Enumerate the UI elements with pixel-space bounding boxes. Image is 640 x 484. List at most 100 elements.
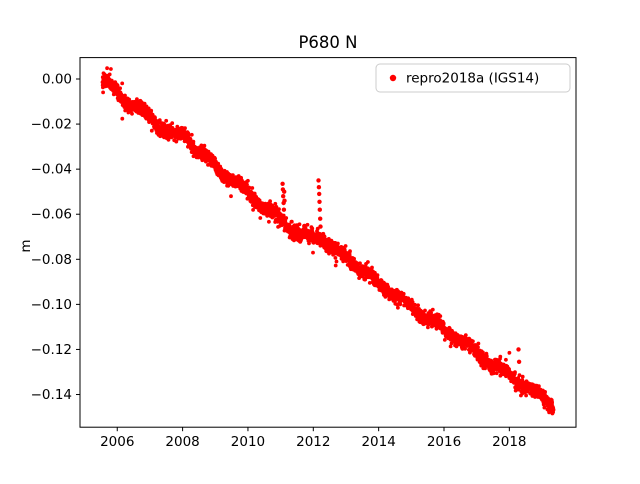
outlier-point	[282, 198, 287, 203]
data-point	[297, 222, 302, 227]
data-point	[273, 201, 278, 206]
data-point	[416, 303, 420, 308]
x-tick-label: 2012	[296, 434, 330, 450]
data-point	[174, 139, 179, 144]
data-point	[186, 133, 191, 138]
data-point	[115, 83, 120, 88]
outlier-point	[316, 178, 321, 183]
data-point	[551, 408, 556, 412]
data-point	[191, 139, 196, 144]
data-point	[322, 234, 327, 239]
data-point	[367, 281, 372, 285]
data-point	[118, 86, 122, 91]
outlier-point	[317, 199, 322, 204]
data-point	[484, 354, 489, 358]
data-point	[274, 205, 279, 209]
legend-box	[375, 63, 571, 93]
data-point	[429, 310, 433, 315]
data-point	[343, 244, 348, 248]
legend-label: repro2018a (IGS14)	[406, 71, 539, 87]
outlier-point	[316, 185, 322, 190]
data-point	[258, 216, 263, 220]
data-point	[213, 156, 218, 161]
data-point	[336, 241, 340, 246]
data-point	[310, 226, 315, 231]
data-point	[334, 259, 339, 264]
outlier-point	[281, 194, 286, 199]
data-point	[247, 185, 252, 190]
data-point	[289, 219, 294, 224]
data-point	[348, 249, 352, 254]
data-point	[438, 314, 443, 318]
data-point	[423, 308, 427, 313]
data-point	[481, 350, 485, 355]
data-point	[101, 90, 105, 95]
data-point	[333, 256, 338, 260]
chart-title: P680 N	[298, 33, 357, 52]
outlier-point	[280, 181, 285, 186]
data-point	[267, 219, 271, 224]
data-point	[398, 302, 403, 307]
y-tick-label: −0.10	[31, 297, 72, 313]
data-point	[517, 373, 522, 378]
data-point	[183, 126, 187, 131]
legend: repro2018a (IGS14)	[375, 63, 571, 93]
data-point	[105, 66, 109, 71]
data-point	[120, 116, 125, 121]
data-point	[188, 137, 193, 142]
data-point	[358, 261, 362, 266]
data-point	[442, 338, 447, 342]
x-tick-label: 2008	[165, 434, 199, 450]
data-point	[543, 390, 547, 394]
data-point	[216, 161, 221, 166]
data-point	[463, 333, 468, 338]
outlier-point	[317, 207, 322, 212]
data-point	[410, 300, 415, 304]
data-point	[284, 216, 289, 220]
data-point	[524, 393, 528, 398]
data-point	[513, 370, 517, 375]
data-point	[311, 250, 315, 255]
outlier-point	[282, 189, 287, 194]
x-tick-label: 2018	[492, 434, 526, 450]
data-point	[483, 366, 487, 371]
data-point	[494, 371, 499, 376]
data-point	[149, 128, 154, 133]
data-point	[476, 345, 480, 349]
data-point	[277, 207, 281, 212]
data-point	[366, 260, 370, 264]
outlier-point	[516, 359, 522, 364]
data-point	[142, 101, 147, 106]
data-point	[245, 182, 249, 187]
data-point	[550, 400, 554, 405]
data-point	[441, 321, 446, 326]
data-point	[498, 354, 503, 359]
data-point	[542, 405, 547, 410]
y-tick-label: −0.08	[31, 252, 72, 268]
data-point	[107, 72, 112, 77]
data-point	[507, 350, 512, 355]
x-tick-label: 2006	[100, 434, 134, 450]
data-point	[413, 302, 417, 307]
outlier-point	[281, 207, 287, 212]
y-tick-label: −0.14	[31, 387, 72, 403]
data-point	[130, 111, 134, 116]
x-tick-label: 2016	[427, 434, 461, 450]
y-tick-label: 0.00	[42, 72, 72, 88]
axes-ticks-layer: 2006 2008 2010 2012 2014 2016 2018 0.00 −0.02 −0.…	[31, 72, 527, 451]
data-point	[170, 121, 175, 126]
outlier-point	[317, 191, 322, 197]
data-point	[149, 108, 154, 113]
scatter-points-layer	[100, 66, 556, 416]
data-point	[352, 256, 356, 261]
y-tick-label: −0.02	[31, 117, 72, 133]
outlier-point	[516, 347, 521, 352]
data-point	[520, 374, 525, 379]
data-point	[476, 341, 481, 346]
data-point	[305, 222, 310, 227]
data-point	[347, 253, 352, 258]
data-point	[202, 143, 207, 148]
data-point	[537, 384, 541, 389]
y-tick-label: −0.06	[31, 207, 72, 223]
